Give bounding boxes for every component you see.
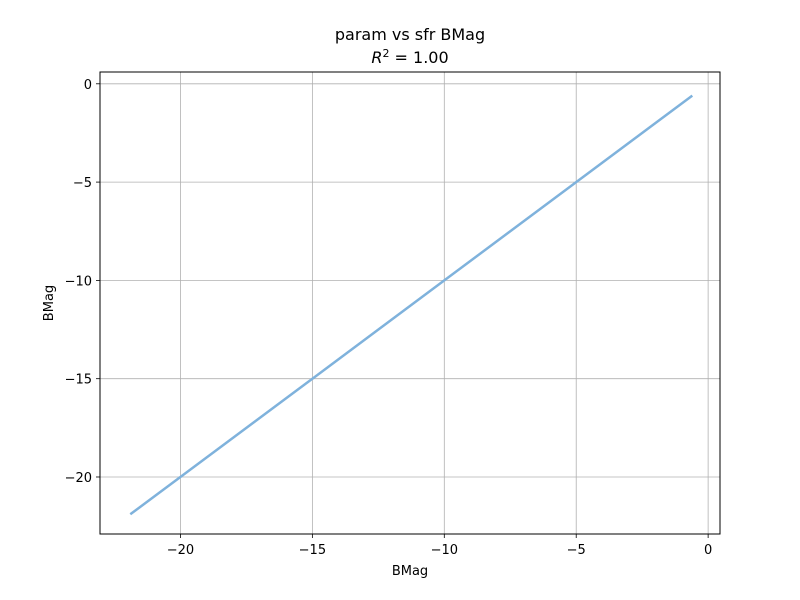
chart-subtitle: R2 = 1.00 (371, 47, 448, 67)
x-tick-label: −15 (299, 543, 326, 558)
x-tick-label: −5 (567, 543, 586, 558)
series-layer (129, 94, 694, 516)
y-axis-ticks: −20 −15 −10 −5 0 (65, 78, 100, 486)
x-tick-label: −20 (167, 543, 194, 558)
series-line (129, 94, 694, 516)
plot-area-frame (99, 71, 721, 535)
y-tick-label: −5 (73, 176, 92, 191)
y-tick-label: −20 (65, 471, 92, 486)
y-tick-label: −15 (65, 373, 92, 388)
y-tick-label: −10 (65, 274, 92, 289)
chart-title: param vs sfr BMag (335, 25, 485, 44)
x-tick-label: 0 (704, 543, 712, 558)
y-tick-label: 0 (84, 78, 92, 93)
grid (100, 72, 720, 534)
x-axis-ticks: −20 −15 −10 −5 0 (167, 534, 712, 558)
x-tick-label: −10 (431, 543, 458, 558)
y-axis-label: BMag (42, 285, 57, 321)
x-axis-label: BMag (392, 564, 428, 579)
